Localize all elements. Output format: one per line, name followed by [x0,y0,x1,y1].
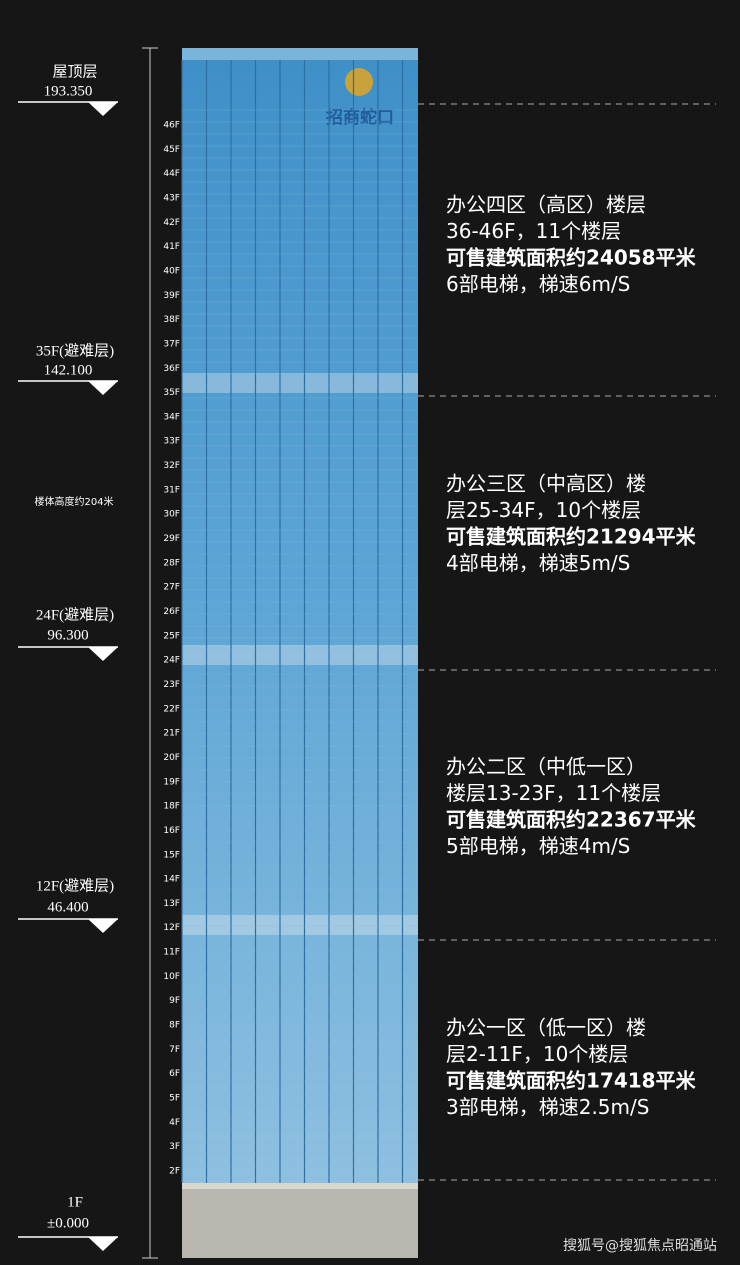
zone-text: 36-46F，11个楼层 [446,219,621,243]
elevation-label: 屋顶层 [52,64,97,80]
floor-label: 45F [163,145,180,155]
elevation-label: 35F(避难层) [36,342,114,359]
floor-label: 31F [163,485,180,495]
zone-text: 可售建筑面积约17418平米 [446,1069,697,1093]
floor-label: 8F [169,1021,180,1031]
floor-label: 23F [163,680,180,690]
floor-label: 28F [163,558,180,568]
floor-label: 13F [163,899,180,909]
zone-text: 办公一区（低一区）楼 [446,1016,646,1040]
elevation-value: 96.300 [47,627,88,643]
zone-text: 可售建筑面积约21294平米 [446,525,697,549]
floor-label: 14F [163,875,180,885]
zone-text: 可售建筑面积约22367平米 [446,808,697,832]
floor-label: 33F [163,437,180,447]
zone-text: 办公三区（中高区）楼 [446,472,646,496]
logo-text: 招商蛇口 [326,107,394,128]
zone-text: 层2-11F，10个楼层 [446,1042,628,1066]
elevation-marker [88,102,118,116]
floor-label: 32F [163,461,180,471]
height-note: 楼体高度约204米 [34,495,113,508]
floor-label: 29F [163,534,180,544]
floor-label: 44F [163,169,180,179]
floor-label: 12F [163,923,180,933]
elevation-value: 193.350 [44,83,93,99]
floor-label: 4F [169,1118,180,1128]
floor-label: 43F [163,193,180,203]
floor-label: 26F [163,607,180,617]
zone-text: 3部电梯，梯速2.5m/S [446,1095,649,1119]
floor-label: 34F [163,412,180,422]
elevation-value: 46.400 [47,899,88,915]
floor-label: 36F [163,364,180,374]
elevation-label: 12F(避难层) [36,877,114,894]
elevation-label: 24F(避难层) [36,606,114,623]
floor-label: 5F [169,1094,180,1104]
elevation-marker [88,381,118,395]
elevation-marker [88,647,118,661]
tower: 招商蛇口 [182,48,418,1258]
zone-text: 可售建筑面积约24058平米 [446,246,697,270]
zone-text: 5部电梯，梯速4m/S [446,834,630,858]
floor-label: 35F [163,388,180,398]
floor-label: 39F [163,291,180,301]
elevation-marker [88,919,118,933]
floor-label: 41F [163,242,180,252]
zone-text: 办公四区（高区）楼层 [446,193,646,217]
floor-label: 40F [163,266,180,276]
floor-label: 21F [163,729,180,739]
elevation-value: ±0.000 [47,1215,89,1231]
floor-label: 18F [163,802,180,812]
floor-label: 22F [163,704,180,714]
floor-label: 27F [163,583,180,593]
elevation-label: 1F [67,1194,83,1210]
floor-label: 46F [163,121,180,131]
zone-text: 6部电梯，梯速6m/S [446,272,630,296]
watermark: 搜狐号@搜狐焦点昭通站 [563,1238,717,1254]
floor-label: 2F [169,1167,180,1177]
floor-label: 37F [163,339,180,349]
zone-text: 4部电梯，梯速5m/S [446,551,630,575]
floor-label: 11F [163,948,180,958]
floor-label: 9F [169,996,180,1006]
floor-label: 6F [169,1069,180,1079]
elevation-marker [88,1237,118,1251]
floor-label: 15F [163,850,180,860]
floor-label: 7F [169,1045,180,1055]
floor-label: 19F [163,777,180,787]
elevation-value: 142.100 [44,362,93,378]
zone-text: 层25-34F，10个楼层 [446,498,641,522]
floor-label: 38F [163,315,180,325]
floor-label: 16F [163,826,180,836]
floor-label: 42F [163,218,180,228]
zone-text: 楼层13-23F，11个楼层 [446,781,661,805]
zone-text: 办公二区（中低一区） [446,755,646,779]
floor-label: 10F [163,972,180,982]
floor-label: 25F [163,631,180,641]
floor-label: 30F [163,510,180,520]
floor-label: 3F [169,1142,180,1152]
floor-label: 24F [163,656,180,666]
floor-label: 20F [163,753,180,763]
